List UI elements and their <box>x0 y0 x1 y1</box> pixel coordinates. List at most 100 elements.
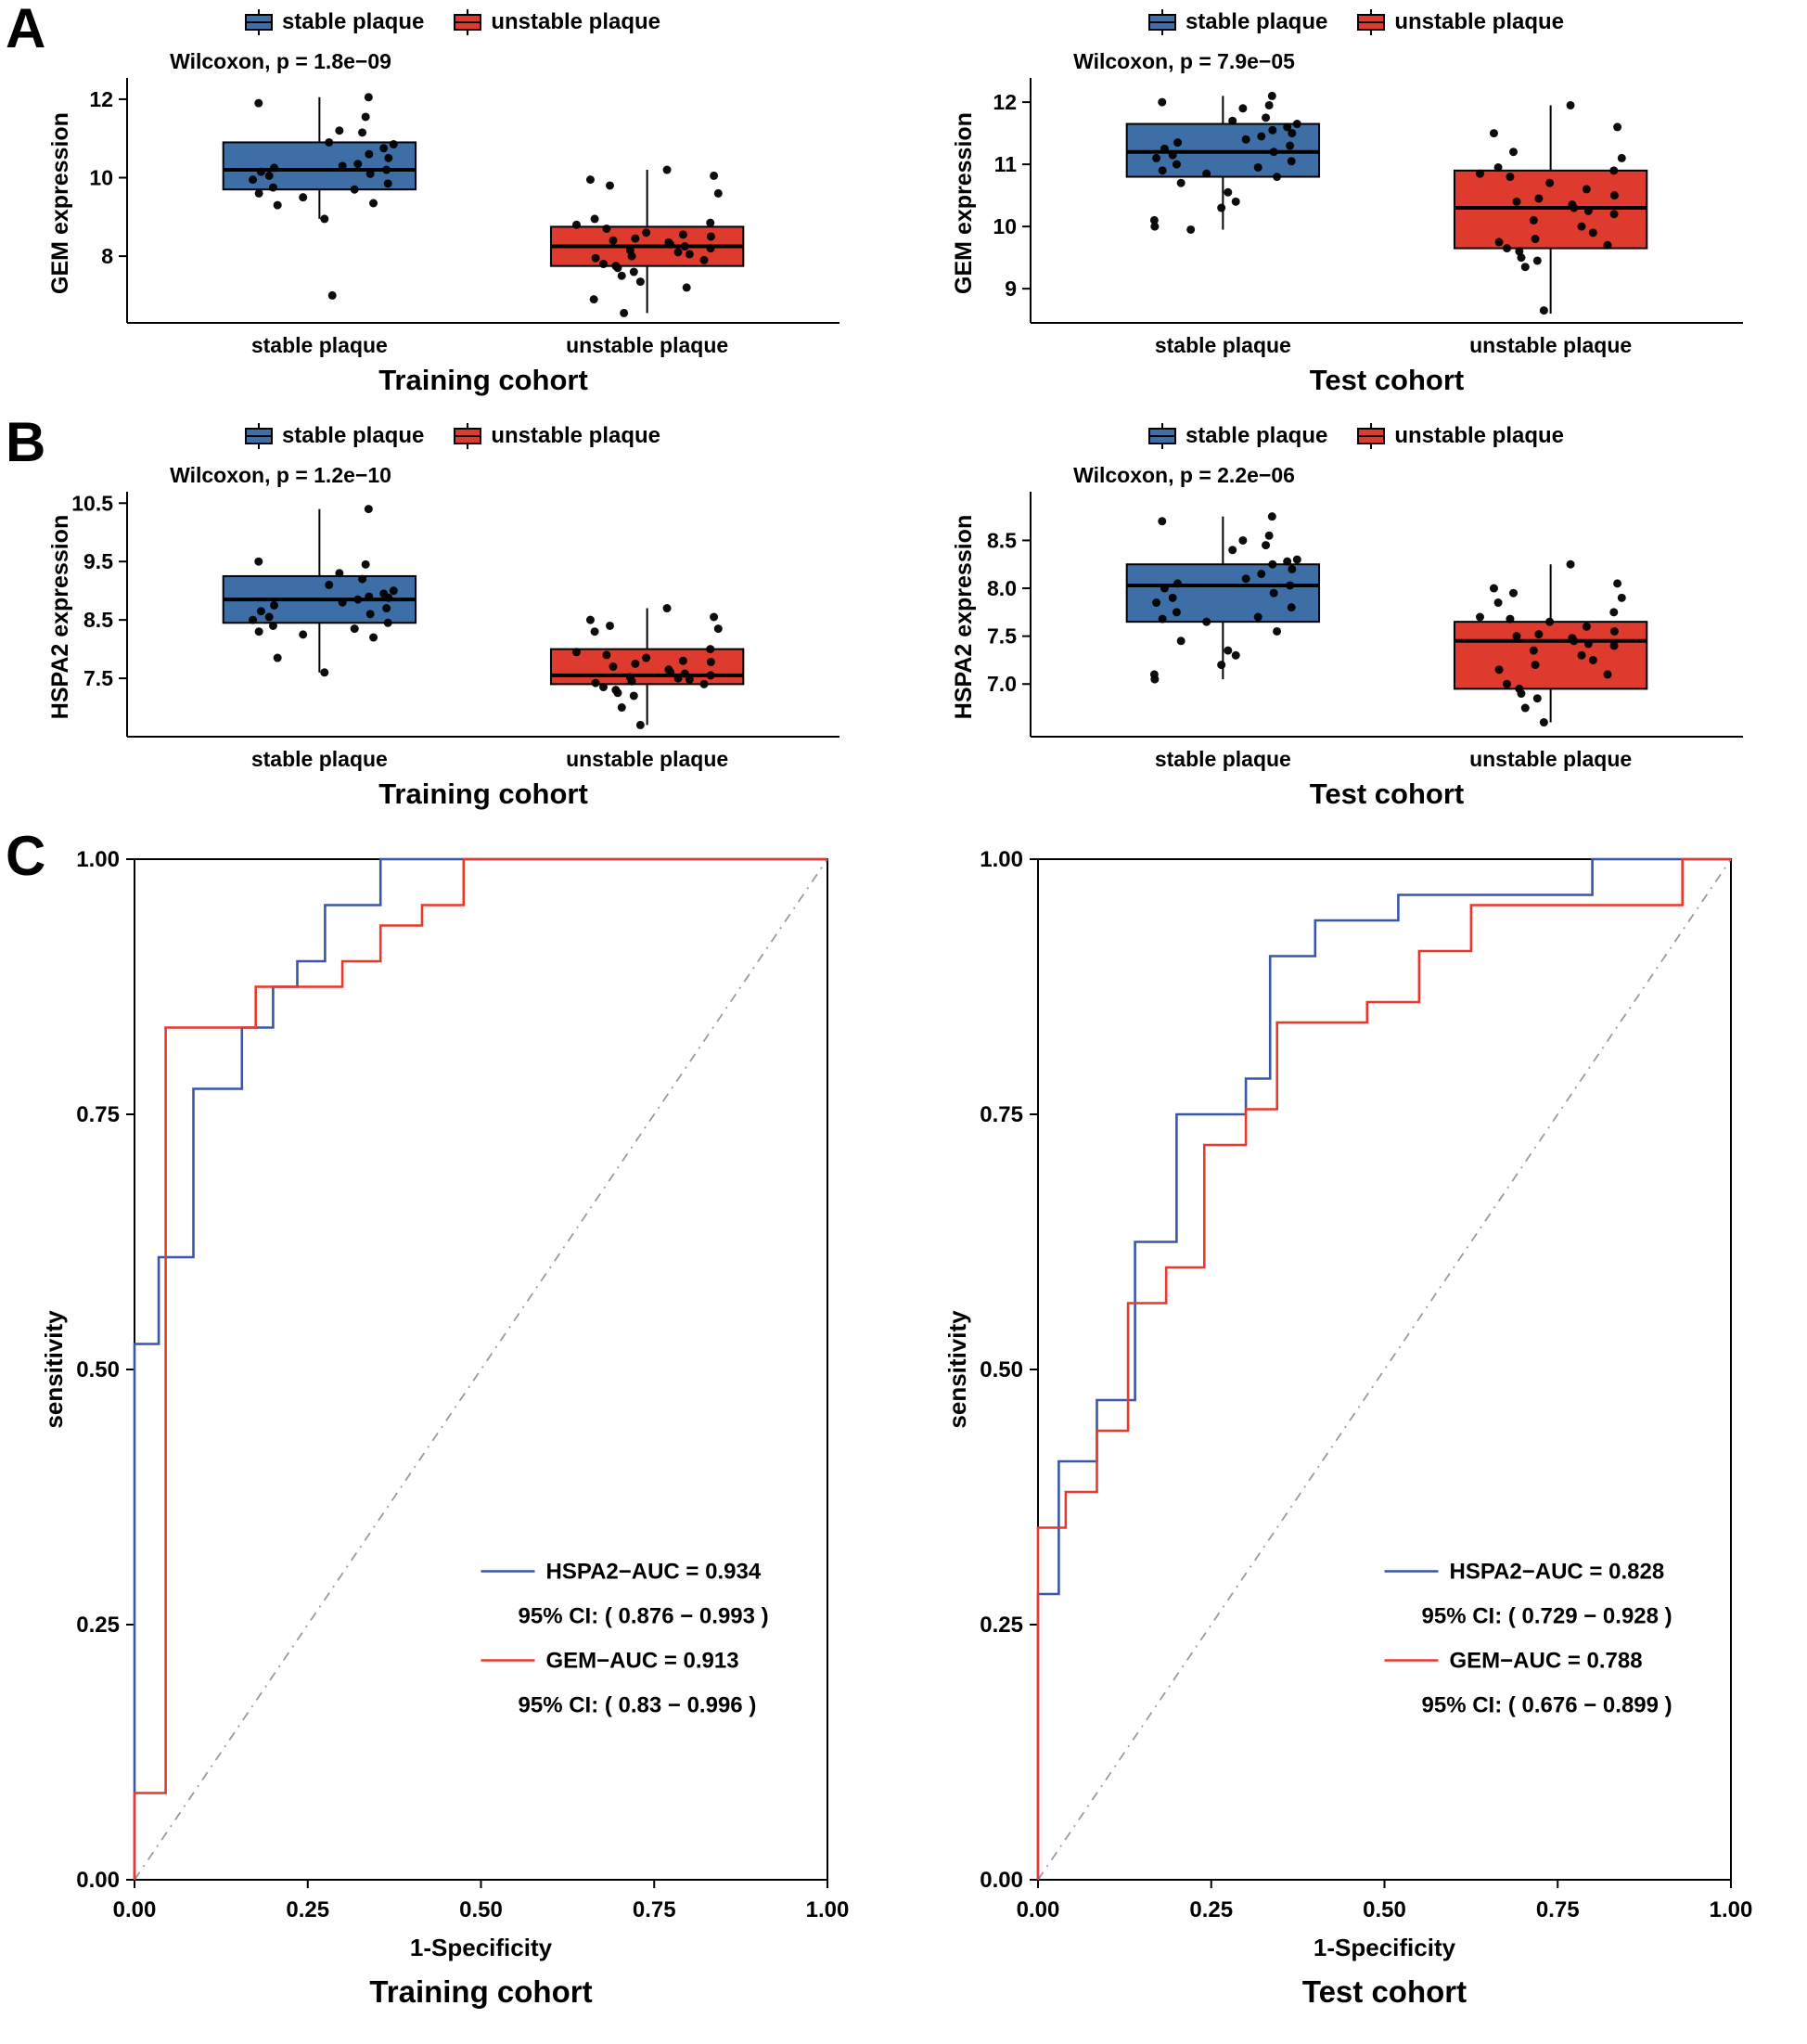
boxplot-gem-training: 8 10 12 Wilcoxon, p = 1.8e−09 GEM expression… <box>47 49 839 396</box>
svg-text:GEM expression: GEM expression <box>951 112 977 294</box>
svg-text:Training cohort: Training cohort <box>378 778 588 810</box>
legend-label-unstable: unstable plaque <box>491 423 661 448</box>
labels: Wilcoxon, p = 1.2e−10 HSPA2 expression Tra… <box>47 463 728 810</box>
svg-text:unstable plaque: unstable plaque <box>566 333 728 357</box>
panel-b-test-block: stable plaque unstable plaque 7.0 7.5 8.0 8… <box>904 414 1807 828</box>
boxplot-hspa2-test: 7.0 7.5 8.0 8.5 Wilcoxon, p = 2.2e−06 HSPA2 e… <box>951 463 1743 810</box>
panel-a-label: A <box>6 0 46 59</box>
roc-training: 0.00 0.25 0.50 0.75 1.00 0.00 0.25 0.50 0.75 1.00… <box>40 847 849 2009</box>
svg-text:0.00: 0.00 <box>1017 1897 1060 1922</box>
svg-text:95% CI: ( 0.83 − 0.996 ): 95% CI: ( 0.83 − 0.996 ) <box>519 1693 757 1718</box>
svg-text:0.25: 0.25 <box>980 1613 1023 1638</box>
svg-text:9.5: 9.5 <box>83 549 113 573</box>
svg-text:Wilcoxon, p = 1.2e−10: Wilcoxon, p = 1.2e−10 <box>170 463 391 487</box>
roc-curve-GEM <box>1036 857 1731 1880</box>
boxplot-icon-unstable <box>454 9 482 35</box>
box-series-unstable-plaque <box>1453 559 1648 727</box>
svg-text:Training cohort: Training cohort <box>369 1974 592 2009</box>
jitter-points <box>1149 512 1301 684</box>
axes: 7.0 7.5 8.0 8.5 <box>987 492 1743 738</box>
svg-text:8.0: 8.0 <box>987 576 1017 600</box>
svg-text:8.5: 8.5 <box>987 528 1017 552</box>
box-series-stable-plaque <box>1125 512 1321 684</box>
auc-legend: HSPA2−AUC = 0.828 95% CI: ( 0.729 − 0.928… <box>1384 1560 1672 1718</box>
svg-text:12: 12 <box>993 90 1017 114</box>
svg-text:10: 10 <box>993 214 1017 238</box>
legend-a-test: stable plaque unstable plaque <box>1147 4 1564 41</box>
legend-item-stable: stable plaque <box>243 422 424 450</box>
legend-label-stable: stable plaque <box>281 9 425 34</box>
svg-text:0.75: 0.75 <box>633 1897 676 1922</box>
jitter-points <box>1475 100 1626 315</box>
svg-text:8: 8 <box>101 244 113 268</box>
svg-text:unstable plaque: unstable plaque <box>1469 747 1632 771</box>
jitter-points <box>249 505 398 677</box>
svg-text:95% CI: ( 0.876 − 0.993 ): 95% CI: ( 0.876 − 0.993 ) <box>519 1604 769 1629</box>
roc-test: 0.00 0.25 0.50 0.75 1.00 0.00 0.25 0.50 0.75 1.00… <box>943 847 1753 2009</box>
svg-text:Training cohort: Training cohort <box>378 364 588 396</box>
panel-a-test-block: stable plaque unstable plaque 9 10 11 12 Wil… <box>904 0 1807 414</box>
svg-text:stable plaque: stable plaque <box>1155 333 1291 357</box>
legend-b-training: stable plaque unstable plaque <box>243 418 660 455</box>
box-series-unstable-plaque <box>549 604 745 729</box>
panel-b-label: B <box>6 411 46 473</box>
svg-text:1.00: 1.00 <box>1710 1897 1753 1922</box>
svg-text:0.00: 0.00 <box>76 1868 120 1893</box>
jitter-points <box>249 93 398 300</box>
diagonal-reference-line <box>134 858 828 1881</box>
panel-c: C 0.00 0.25 0.50 0.75 1.00 0.00 0.25 0.50 0.75 1.… <box>0 825 1807 2043</box>
svg-text:0.50: 0.50 <box>980 1357 1023 1382</box>
diagonal-reference-line <box>1037 858 1732 1881</box>
legend-item-unstable: unstable plaque <box>452 8 660 36</box>
svg-text:sensitivity: sensitivity <box>943 1310 971 1429</box>
svg-text:12: 12 <box>89 87 113 111</box>
svg-text:0.75: 0.75 <box>1536 1897 1580 1922</box>
legend-label-stable: stable plaque <box>1185 423 1328 448</box>
svg-text:7.0: 7.0 <box>987 672 1017 696</box>
labels: 1-Specificity Test cohort sensitivity <box>943 1310 1467 2009</box>
svg-text:1.00: 1.00 <box>980 847 1023 872</box>
svg-text:GEM expression: GEM expression <box>47 112 73 294</box>
box-series-stable-plaque <box>222 505 417 677</box>
svg-text:10: 10 <box>89 166 113 190</box>
svg-text:Wilcoxon, p = 1.8e−09: Wilcoxon, p = 1.8e−09 <box>170 49 391 73</box>
panel-b-training-block: stable plaque unstable plaque 7.5 8.5 9.5 1… <box>0 414 904 828</box>
svg-text:Test cohort: Test cohort <box>1310 778 1465 810</box>
legend-item-stable: stable plaque <box>1147 8 1327 36</box>
panel-c-label: C <box>6 825 46 887</box>
legend-label-stable: stable plaque <box>281 423 425 448</box>
legend-b-test: stable plaque unstable plaque <box>1147 418 1564 455</box>
legend-label-unstable: unstable plaque <box>491 9 661 34</box>
svg-text:HSPA2−AUC = 0.934: HSPA2−AUC = 0.934 <box>546 1560 762 1585</box>
svg-text:Test cohort: Test cohort <box>1302 1974 1467 2009</box>
svg-text:0.25: 0.25 <box>1189 1897 1233 1922</box>
legend-a-training: stable plaque unstable plaque <box>243 4 660 41</box>
boxplot-icon-stable <box>244 423 273 449</box>
legend-item-stable: stable plaque <box>1147 422 1327 450</box>
svg-text:9: 9 <box>1005 276 1017 301</box>
svg-text:stable plaque: stable plaque <box>251 747 388 771</box>
svg-text:HSPA2−AUC = 0.828: HSPA2−AUC = 0.828 <box>1450 1560 1665 1585</box>
svg-text:1.00: 1.00 <box>76 847 120 872</box>
svg-text:sensitivity: sensitivity <box>40 1310 68 1429</box>
labels: Wilcoxon, p = 1.8e−09 GEM expression Train… <box>47 49 728 396</box>
boxplot-icon-unstable <box>454 423 482 449</box>
legend-item-unstable: unstable plaque <box>1355 422 1564 450</box>
labels: Wilcoxon, p = 7.9e−05 GEM expression Test … <box>951 49 1632 396</box>
boxplot-icon-unstable <box>1357 423 1386 449</box>
svg-text:0.25: 0.25 <box>286 1897 329 1922</box>
svg-text:11: 11 <box>994 152 1018 176</box>
roc-curve-HSPA2 <box>133 857 827 1880</box>
axes: 0.00 0.25 0.50 0.75 1.00 0.00 0.25 0.50 0.75 1.00 <box>76 847 849 1922</box>
jitter-points <box>571 604 723 729</box>
svg-text:stable plaque: stable plaque <box>1155 747 1291 771</box>
boxplot-icon-stable <box>1147 423 1176 449</box>
svg-text:95% CI: ( 0.729 − 0.928 ): 95% CI: ( 0.729 − 0.928 ) <box>1422 1604 1672 1629</box>
jitter-points <box>1149 91 1301 234</box>
svg-text:0.25: 0.25 <box>76 1613 120 1638</box>
legend-item-stable: stable plaque <box>243 8 424 36</box>
panel-a: A stable plaque unstable plaque 8 10 12 Wil… <box>0 0 1807 414</box>
roc-curve-GEM <box>133 857 827 1880</box>
svg-text:1.00: 1.00 <box>806 1897 850 1922</box>
svg-text:Test cohort: Test cohort <box>1310 364 1465 396</box>
